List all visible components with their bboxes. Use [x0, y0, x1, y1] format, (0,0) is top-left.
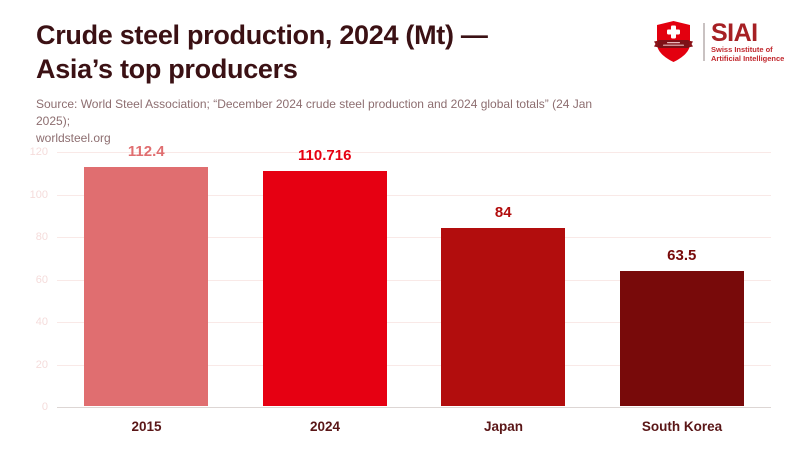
bar-2024: [262, 170, 387, 406]
logo-acronym: SIAI: [711, 19, 758, 47]
logo-subtitle-line-1: Swiss Institute of: [711, 45, 773, 54]
gridline-80: [57, 237, 771, 238]
bar-value-label-2024: 110.716: [298, 146, 352, 164]
y-tick-label-60: 60: [35, 273, 48, 286]
y-tick-label-40: 40: [35, 316, 48, 328]
y-tick-label-0: 0: [41, 401, 48, 413]
source-note-line-2: worldsteel.org: [36, 131, 111, 145]
header: Crude steel production, 2024 (Mt) — Asia…: [36, 18, 616, 147]
gridline-40: [57, 322, 771, 323]
y-tick-label-100: 100: [29, 188, 48, 201]
bar-value-label-2015: 112.4: [127, 143, 165, 161]
logo-text: SIAI Swiss Institute of Artificial Intel…: [711, 20, 784, 63]
gridline-0: [57, 407, 771, 408]
gridline-60: [57, 279, 771, 281]
y-tick-label-20: 20: [35, 358, 48, 371]
page-title-line-2: Asia’s top producers: [36, 54, 298, 84]
gridline-20: [57, 364, 771, 366]
x-axis-label-2015: 2015: [131, 419, 162, 434]
x-axis-label-south-korea: South Korea: [641, 419, 723, 434]
bar-value-label-japan: 84: [494, 203, 512, 221]
y-tick-label-80: 80: [35, 231, 48, 243]
source-note-line-1: Source: World Steel Association; “Decemb…: [36, 97, 593, 128]
logo-subtitle-line-2: Artificial Intelligence: [711, 53, 785, 63]
bar-japan: [441, 227, 566, 406]
siai-logo: SIAI Swiss Institute of Artificial Intel…: [650, 18, 784, 65]
bar-chart: 0 20 40 60 80 100 120 112.4 2015 110.716 2024 84 Jap…: [30, 143, 771, 434]
bar-2015: [84, 167, 209, 406]
gridline-100: [57, 194, 771, 196]
swiss-shield-cross-icon: [650, 18, 697, 65]
bar-value-label-south-korea: 63.5: [667, 247, 697, 265]
logo-divider: [703, 22, 705, 61]
bar-south-korea: [619, 271, 744, 406]
x-axis-label-japan: Japan: [483, 419, 524, 434]
source-note: Source: World Steel Association; “Decemb…: [36, 96, 616, 147]
gridline-120: [57, 152, 771, 153]
y-tick-label-120: 120: [29, 146, 48, 158]
page-title-line-1: Crude steel production, 2024 (Mt) —: [36, 20, 488, 50]
x-axis-label-2024: 2024: [309, 419, 341, 434]
